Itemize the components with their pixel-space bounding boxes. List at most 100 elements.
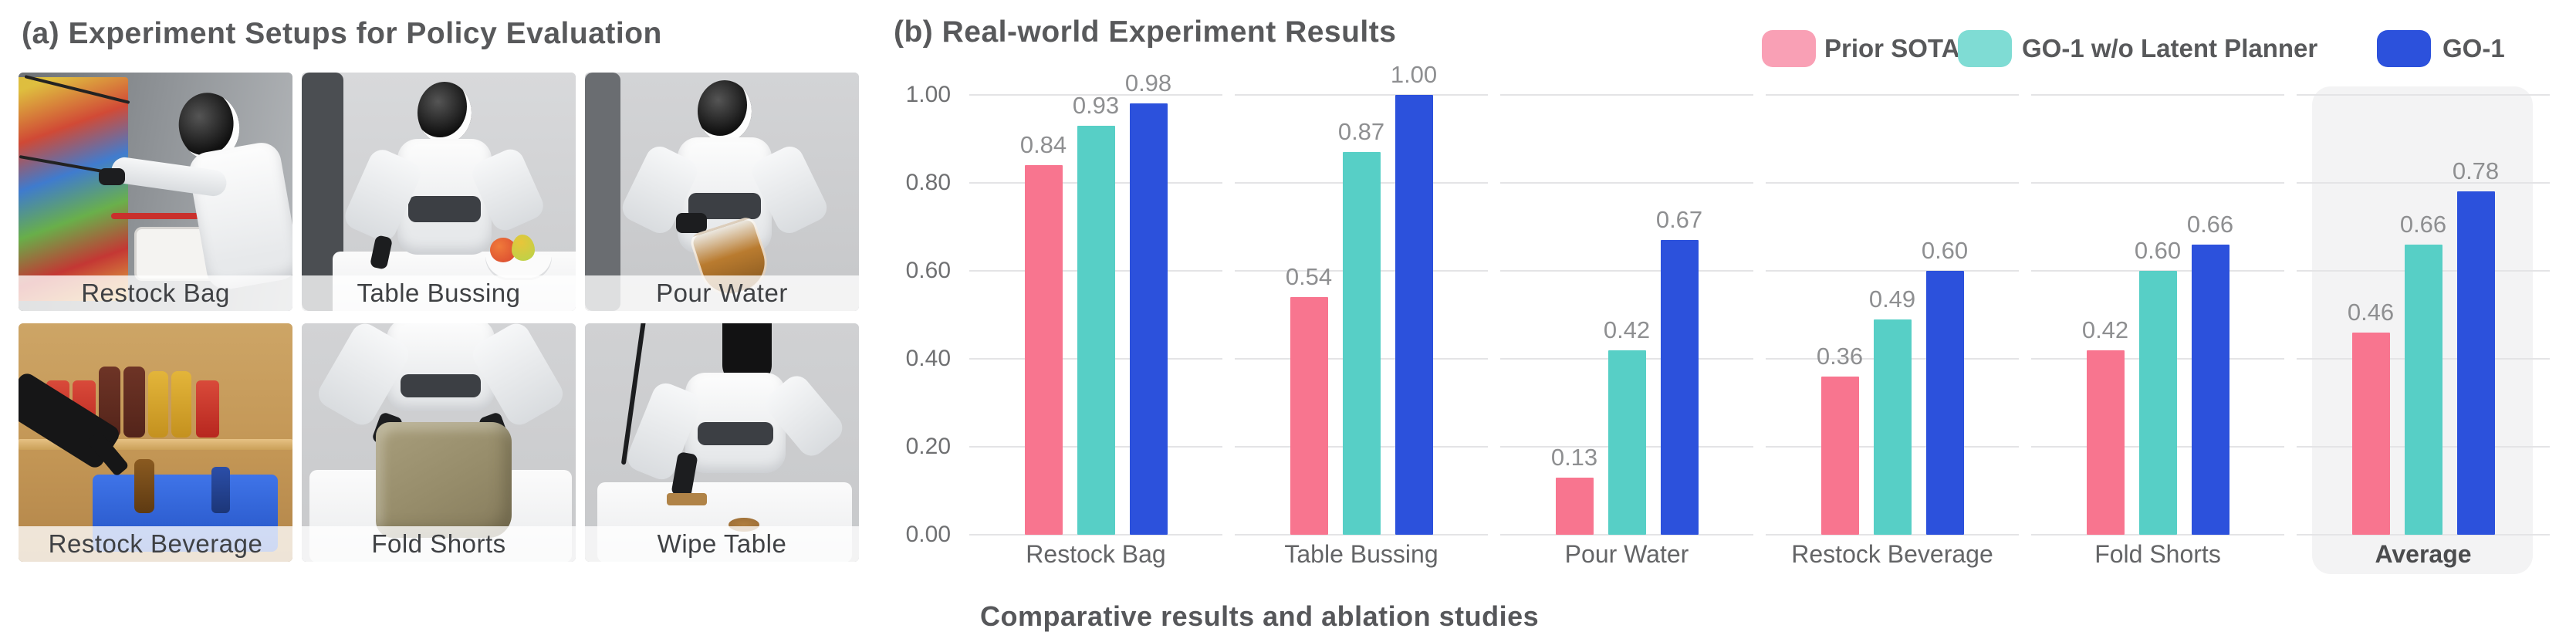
- legend-swatch-prior-sota: [1762, 30, 1816, 67]
- bar-prior-sota-average: [2351, 332, 2390, 535]
- robot-gripper: [676, 213, 707, 233]
- tile-label-band: Pour Water: [585, 275, 859, 311]
- bar-go-1-w-o-latent-planner-restock-beverage: [1873, 319, 1912, 535]
- legend-swatch-go1-wo-latent-planner: [1958, 30, 2012, 67]
- bar-value-label: 0.66: [2186, 210, 2234, 238]
- gridline: [1235, 94, 1488, 96]
- bar-value-label: 0.42: [2081, 316, 2129, 343]
- gridline: [2031, 94, 2284, 96]
- bar-value-label: 0.66: [2399, 210, 2447, 238]
- panel-a-title: (a) Experiment Setups for Policy Evaluat…: [22, 17, 662, 50]
- bar-prior-sota-restock-beverage: [1820, 376, 1859, 535]
- beverage-bottle: [123, 367, 145, 438]
- photo-pour-water: Pour Water: [585, 73, 859, 311]
- bar-value-label: 0.78: [2452, 157, 2500, 185]
- cart-handle: [111, 213, 211, 219]
- y-axis-tick-label: 0.60: [905, 258, 951, 283]
- bar-value-label: 0.46: [2347, 298, 2395, 326]
- x-axis-label-restock-beverage: Restock Beverage: [1791, 540, 1993, 568]
- bar-value-label: 0.36: [1816, 342, 1864, 370]
- gridline: [1235, 534, 1488, 536]
- gridline: [1500, 94, 1753, 96]
- snack-shelf-illustration: [19, 77, 128, 301]
- tile-label-band: Fold Shorts: [302, 526, 576, 562]
- chart-caption: Comparative results and ablation studies: [980, 600, 1540, 632]
- gridline: [1500, 270, 1753, 272]
- bar-prior-sota-fold-shorts: [2086, 350, 2125, 535]
- gridline: [1766, 534, 2019, 536]
- bar-value-label: 0.67: [1655, 206, 1703, 234]
- fruit-pear: [512, 235, 535, 261]
- shorts-illustration: [376, 422, 512, 538]
- y-axis-tick-label: 0.40: [905, 346, 951, 371]
- bar-value-label: 0.93: [1072, 91, 1120, 119]
- bar-go-1-w-o-latent-planner-fold-shorts: [2138, 271, 2177, 535]
- bar-value-label: 0.60: [2134, 237, 2182, 264]
- bar-go-1-pour-water: [1660, 240, 1699, 535]
- photo-table-bussing: Table Bussing: [302, 73, 576, 311]
- tile-label-band: Wipe Table: [585, 526, 859, 562]
- photo-label: Pour Water: [656, 279, 788, 307]
- legend-label-go1-wo-latent-planner: GO-1 w/o Latent Planner: [2022, 34, 2318, 63]
- bar-go-1-w-o-latent-planner-restock-bag: [1077, 125, 1115, 535]
- bar-go-1-w-o-latent-planner-table-bussing: [1342, 152, 1381, 535]
- y-axis-tick-label: 1.00: [905, 82, 951, 107]
- photo-label: Restock Bag: [81, 279, 230, 307]
- wipe-sponge: [667, 493, 707, 505]
- y-axis-tick-label: 0.00: [905, 522, 951, 547]
- bar-go-1-restock-beverage: [1925, 271, 1964, 535]
- gridline: [1766, 182, 2019, 184]
- gridline: [1766, 270, 2019, 272]
- tile-label-band: Restock Beverage: [19, 526, 292, 562]
- legend-swatch-go1: [2377, 30, 2431, 67]
- x-axis-label-average: Average: [2375, 540, 2472, 568]
- bar-value-label: 0.54: [1285, 263, 1333, 291]
- y-axis-tick-label: 0.20: [905, 434, 951, 459]
- robot-chest-band: [401, 374, 481, 397]
- can-in-crate: [211, 467, 230, 513]
- beverage-bottle: [148, 371, 168, 438]
- legend-label-go1: GO-1: [2442, 34, 2505, 63]
- photo-fold-shorts: Fold Shorts: [302, 323, 576, 562]
- gridline: [2297, 534, 2550, 536]
- photo-label: Table Bussing: [357, 279, 521, 307]
- gridline: [1500, 182, 1753, 184]
- gridline: [1766, 94, 2019, 96]
- gridline: [969, 534, 1222, 536]
- bar-prior-sota-table-bussing: [1290, 297, 1328, 535]
- bar-value-label: 0.13: [1550, 443, 1598, 471]
- gridline: [2031, 182, 2284, 184]
- bar-prior-sota-pour-water: [1555, 477, 1594, 535]
- gridline: [969, 94, 1222, 96]
- robot-head-icon: [698, 80, 752, 142]
- bar-go-1-w-o-latent-planner-pour-water: [1607, 350, 1646, 535]
- beverage-bottle: [171, 371, 191, 438]
- bar-go-1-w-o-latent-planner-average: [2404, 244, 2442, 535]
- gridline: [2297, 94, 2550, 96]
- bar-value-label: 0.98: [1124, 69, 1172, 97]
- photo-label: Fold Shorts: [371, 529, 506, 558]
- bar-value-label: 0.42: [1603, 316, 1651, 343]
- bar-value-label: 1.00: [1390, 61, 1438, 88]
- robot-chest-band: [408, 196, 481, 222]
- panel-b-title: (b) Real-world Experiment Results: [894, 15, 1397, 49]
- photo-restock-bag: Restock Bag: [19, 73, 292, 311]
- bar-value-label: 0.60: [1921, 237, 1969, 264]
- x-axis-label-table-bussing: Table Bussing: [1284, 540, 1438, 568]
- legend-label-prior-sota: Prior SOTA: [1824, 34, 1960, 63]
- bar-value-label: 0.49: [1868, 285, 1916, 313]
- y-axis-tick-label: 0.80: [905, 170, 951, 195]
- x-axis-label-fold-shorts: Fold Shorts: [2094, 540, 2221, 568]
- tile-label-band: Table Bussing: [302, 275, 576, 311]
- photo-wipe-table: Wipe Table: [585, 323, 859, 562]
- gridline: [2297, 182, 2550, 184]
- bar-value-label: 0.87: [1337, 118, 1385, 146]
- photo-restock-beverage: Restock Beverage: [19, 323, 292, 562]
- bar-go-1-restock-bag: [1129, 103, 1168, 535]
- tile-label-band: Restock Bag: [19, 275, 292, 311]
- gridline: [2031, 534, 2284, 536]
- robot-head-icon: [418, 82, 472, 144]
- gridline: [1500, 534, 1753, 536]
- bar-go-1-fold-shorts: [2191, 244, 2229, 535]
